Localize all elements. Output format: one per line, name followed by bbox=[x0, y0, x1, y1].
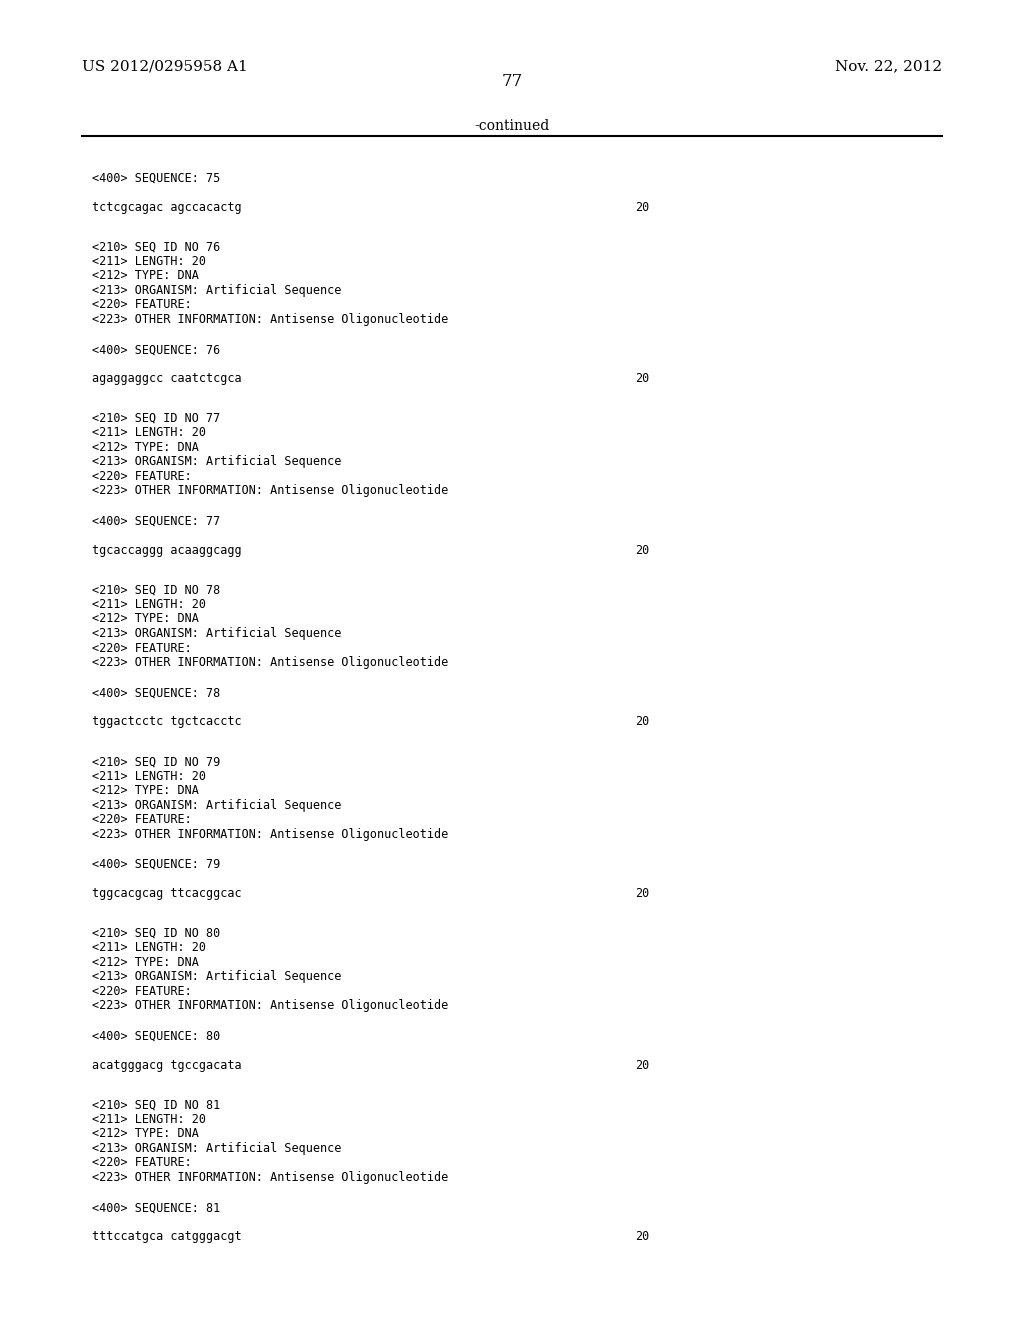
Text: <212> TYPE: DNA: <212> TYPE: DNA bbox=[92, 441, 199, 454]
Text: tgcaccaggg acaaggcagg: tgcaccaggg acaaggcagg bbox=[92, 544, 242, 557]
Text: <400> SEQUENCE: 81: <400> SEQUENCE: 81 bbox=[92, 1201, 220, 1214]
Text: 20: 20 bbox=[635, 1059, 649, 1072]
Text: <212> TYPE: DNA: <212> TYPE: DNA bbox=[92, 956, 199, 969]
Text: <220> FEATURE:: <220> FEATURE: bbox=[92, 470, 191, 483]
Text: <212> TYPE: DNA: <212> TYPE: DNA bbox=[92, 784, 199, 797]
Text: 77: 77 bbox=[502, 73, 522, 90]
Text: <220> FEATURE:: <220> FEATURE: bbox=[92, 298, 191, 312]
Text: 20: 20 bbox=[635, 544, 649, 557]
Text: <213> ORGANISM: Artificial Sequence: <213> ORGANISM: Artificial Sequence bbox=[92, 284, 342, 297]
Text: 20: 20 bbox=[635, 201, 649, 214]
Text: <211> LENGTH: 20: <211> LENGTH: 20 bbox=[92, 598, 206, 611]
Text: 20: 20 bbox=[635, 1230, 649, 1243]
Text: <210> SEQ ID NO 81: <210> SEQ ID NO 81 bbox=[92, 1098, 220, 1111]
Text: <220> FEATURE:: <220> FEATURE: bbox=[92, 985, 191, 998]
Text: <212> TYPE: DNA: <212> TYPE: DNA bbox=[92, 612, 199, 626]
Text: <213> ORGANISM: Artificial Sequence: <213> ORGANISM: Artificial Sequence bbox=[92, 799, 342, 812]
Text: agaggaggcc caatctcgca: agaggaggcc caatctcgca bbox=[92, 372, 242, 385]
Text: acatgggacg tgccgacata: acatgggacg tgccgacata bbox=[92, 1059, 242, 1072]
Text: <220> FEATURE:: <220> FEATURE: bbox=[92, 642, 191, 655]
Text: <400> SEQUENCE: 77: <400> SEQUENCE: 77 bbox=[92, 515, 220, 528]
Text: <400> SEQUENCE: 76: <400> SEQUENCE: 76 bbox=[92, 343, 220, 356]
Text: <212> TYPE: DNA: <212> TYPE: DNA bbox=[92, 1127, 199, 1140]
Text: <211> LENGTH: 20: <211> LENGTH: 20 bbox=[92, 426, 206, 440]
Text: <223> OTHER INFORMATION: Antisense Oligonucleotide: <223> OTHER INFORMATION: Antisense Oligo… bbox=[92, 313, 449, 326]
Text: <400> SEQUENCE: 78: <400> SEQUENCE: 78 bbox=[92, 686, 220, 700]
Text: <223> OTHER INFORMATION: Antisense Oligonucleotide: <223> OTHER INFORMATION: Antisense Oligo… bbox=[92, 1171, 449, 1184]
Text: <223> OTHER INFORMATION: Antisense Oligonucleotide: <223> OTHER INFORMATION: Antisense Oligo… bbox=[92, 828, 449, 841]
Text: tctcgcagac agccacactg: tctcgcagac agccacactg bbox=[92, 201, 242, 214]
Text: <400> SEQUENCE: 79: <400> SEQUENCE: 79 bbox=[92, 858, 220, 871]
Text: <211> LENGTH: 20: <211> LENGTH: 20 bbox=[92, 770, 206, 783]
Text: <211> LENGTH: 20: <211> LENGTH: 20 bbox=[92, 941, 206, 954]
Text: <210> SEQ ID NO 79: <210> SEQ ID NO 79 bbox=[92, 755, 220, 768]
Text: tttccatgca catgggacgt: tttccatgca catgggacgt bbox=[92, 1230, 242, 1243]
Text: <210> SEQ ID NO 80: <210> SEQ ID NO 80 bbox=[92, 927, 220, 940]
Text: 20: 20 bbox=[635, 372, 649, 385]
Text: <220> FEATURE:: <220> FEATURE: bbox=[92, 1156, 191, 1170]
Text: <210> SEQ ID NO 78: <210> SEQ ID NO 78 bbox=[92, 583, 220, 597]
Text: tggcacgcag ttcacggcac: tggcacgcag ttcacggcac bbox=[92, 887, 242, 900]
Text: <213> ORGANISM: Artificial Sequence: <213> ORGANISM: Artificial Sequence bbox=[92, 970, 342, 983]
Text: <213> ORGANISM: Artificial Sequence: <213> ORGANISM: Artificial Sequence bbox=[92, 1142, 342, 1155]
Text: US 2012/0295958 A1: US 2012/0295958 A1 bbox=[82, 59, 248, 74]
Text: <400> SEQUENCE: 75: <400> SEQUENCE: 75 bbox=[92, 172, 220, 185]
Text: <400> SEQUENCE: 80: <400> SEQUENCE: 80 bbox=[92, 1030, 220, 1043]
Text: <223> OTHER INFORMATION: Antisense Oligonucleotide: <223> OTHER INFORMATION: Antisense Oligo… bbox=[92, 656, 449, 669]
Text: Nov. 22, 2012: Nov. 22, 2012 bbox=[835, 59, 942, 74]
Text: <213> ORGANISM: Artificial Sequence: <213> ORGANISM: Artificial Sequence bbox=[92, 455, 342, 469]
Text: <213> ORGANISM: Artificial Sequence: <213> ORGANISM: Artificial Sequence bbox=[92, 627, 342, 640]
Text: <210> SEQ ID NO 77: <210> SEQ ID NO 77 bbox=[92, 412, 220, 425]
Text: <211> LENGTH: 20: <211> LENGTH: 20 bbox=[92, 1113, 206, 1126]
Text: 20: 20 bbox=[635, 887, 649, 900]
Text: tggactcctc tgctcacctc: tggactcctc tgctcacctc bbox=[92, 715, 242, 729]
Text: <211> LENGTH: 20: <211> LENGTH: 20 bbox=[92, 255, 206, 268]
Text: <223> OTHER INFORMATION: Antisense Oligonucleotide: <223> OTHER INFORMATION: Antisense Oligo… bbox=[92, 999, 449, 1012]
Text: 20: 20 bbox=[635, 715, 649, 729]
Text: -continued: -continued bbox=[474, 119, 550, 133]
Text: <210> SEQ ID NO 76: <210> SEQ ID NO 76 bbox=[92, 240, 220, 253]
Text: <212> TYPE: DNA: <212> TYPE: DNA bbox=[92, 269, 199, 282]
Text: <220> FEATURE:: <220> FEATURE: bbox=[92, 813, 191, 826]
Text: <223> OTHER INFORMATION: Antisense Oligonucleotide: <223> OTHER INFORMATION: Antisense Oligo… bbox=[92, 484, 449, 498]
